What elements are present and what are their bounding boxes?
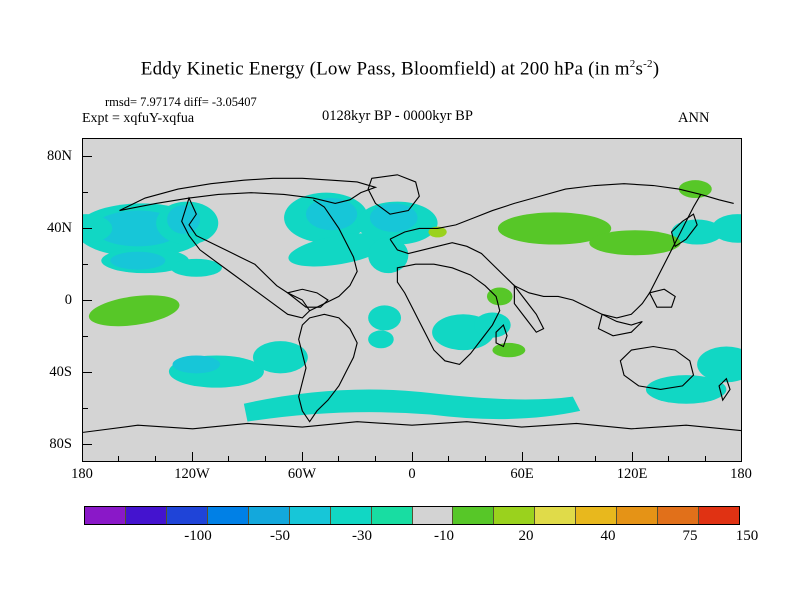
region-iberia-negative <box>368 237 409 274</box>
region-south-atlantic-south <box>368 330 394 349</box>
coastline-india <box>513 284 545 333</box>
anomaly-fill-layer <box>83 180 741 422</box>
colorbar-label-neg100: -100 <box>184 528 212 544</box>
region-south-pacific-east-negative <box>697 346 741 383</box>
y-tick-label-80n: 80N <box>47 148 72 164</box>
coastline-madagascar <box>495 324 508 348</box>
coastline-antarctica <box>83 421 741 433</box>
colorbar-label-20: 20 <box>518 528 534 544</box>
region-gulf-alaska-core <box>167 205 200 234</box>
colorbar-segment-6 <box>330 507 372 524</box>
coastline-australia <box>619 345 695 391</box>
region-subtropical-npacific-positive <box>589 230 681 256</box>
title-mid-text: s <box>635 58 644 80</box>
region-mediterranean-positive <box>428 226 447 238</box>
coastline-eurasia-north <box>389 183 734 240</box>
coastline-north-america-west <box>181 196 311 319</box>
y-tick-label-0: 0 <box>64 292 72 308</box>
colorbar-segment-14 <box>658 507 700 524</box>
colorbar-label-neg10: -10 <box>434 528 454 544</box>
coastline-indonesia <box>597 313 643 337</box>
colorbar-label-150: 150 <box>735 528 759 544</box>
coastline-new-zealand <box>718 377 731 402</box>
colorbar-label-neg30: -30 <box>352 528 372 544</box>
experiment-label: Expt = xqfuY-xqfua <box>82 111 195 126</box>
coastline-north-america-east <box>309 199 358 312</box>
y-tick-label-80s: 80S <box>49 436 72 452</box>
x-tick-label-120w: 120W <box>174 466 210 482</box>
map-plot-area <box>82 138 742 462</box>
title-exponent-1: 2 <box>629 58 636 70</box>
colorbar-segment-13 <box>617 507 659 524</box>
title-main-text: Eddy Kinetic Energy (Low Pass, Bloomfiel… <box>140 58 630 80</box>
title-exponent-2: -2 <box>643 58 653 70</box>
region-horn-of-africa-positive <box>486 287 513 306</box>
colorbar <box>84 506 740 525</box>
coastline-greenland <box>367 174 420 215</box>
colorbar-segment-2 <box>166 507 208 524</box>
x-tick-label-180e: 180 <box>730 466 752 482</box>
colorbar-segment-4 <box>248 507 290 524</box>
coastline-philippines <box>648 288 676 308</box>
coastline-gulf-of-mexico <box>286 288 329 308</box>
x-tick-label-180w: 180 <box>71 466 93 482</box>
region-south-indian-negative <box>645 375 727 404</box>
region-equatorial-pacific-positive <box>88 295 180 327</box>
colorbar-segment-1 <box>125 507 167 524</box>
x-tick-label-60e: 60E <box>510 466 534 482</box>
colorbar-label-40: 40 <box>600 528 616 544</box>
x-tick-label-120e: 120E <box>616 466 648 482</box>
colorbar-segment-5 <box>289 507 331 524</box>
colorbar-label-neg50: -50 <box>270 528 290 544</box>
colorbar-segment-8 <box>412 507 454 524</box>
y-tick-label-40s: 40S <box>49 364 72 380</box>
colorbar-segment-10 <box>494 507 536 524</box>
coastline-south-america <box>298 313 358 423</box>
colorbar-segment-9 <box>453 507 495 524</box>
region-subtropical-atlantic-negative <box>288 233 390 267</box>
region-northwest-pacific-wrap <box>83 214 113 243</box>
region-se-pacific-negative <box>252 341 308 374</box>
period-label: 0128kyr BP - 0000kyr BP <box>322 108 473 124</box>
region-south-atlantic-negative <box>368 305 402 331</box>
region-baja-negative <box>170 258 222 277</box>
region-north-atlantic-core <box>305 198 358 231</box>
colorbar-label-75: 75 <box>682 528 698 544</box>
colorbar-segment-15 <box>699 507 739 524</box>
y-tick-label-40n: 40N <box>47 220 72 236</box>
x-tick-label-0: 0 <box>408 466 416 482</box>
coastline-eurasia-south <box>389 194 702 319</box>
region-southern-ocean-band-negative <box>243 389 581 422</box>
coastline-africa <box>396 263 501 366</box>
x-tick-label-60w: 60W <box>287 466 317 482</box>
world-map-svg <box>83 174 741 433</box>
coastline-japan <box>670 213 698 248</box>
region-ne-siberia-positive <box>678 180 712 199</box>
coastline-layer <box>83 174 741 433</box>
title-end-text: ) <box>652 58 660 80</box>
region-northwest-pacific-east <box>711 214 741 243</box>
rmsd-statistics-label: rmsd= 7.97174 diff= -3.05407 <box>105 95 257 109</box>
region-south-pacific-core <box>172 355 221 374</box>
colorbar-segment-0 <box>85 507 126 524</box>
colorbar-segment-3 <box>207 507 249 524</box>
region-central-asia-positive <box>497 212 612 245</box>
colorbar-segment-11 <box>535 507 577 524</box>
region-indian-ocean-positive <box>492 342 526 358</box>
season-label: ANN <box>678 110 710 126</box>
colorbar-segment-12 <box>576 507 618 524</box>
colorbar-segment-7 <box>371 507 413 524</box>
page-title: Eddy Kinetic Energy (Low Pass, Bloomfiel… <box>0 58 800 80</box>
region-subtropical-pacific-core <box>110 251 166 270</box>
